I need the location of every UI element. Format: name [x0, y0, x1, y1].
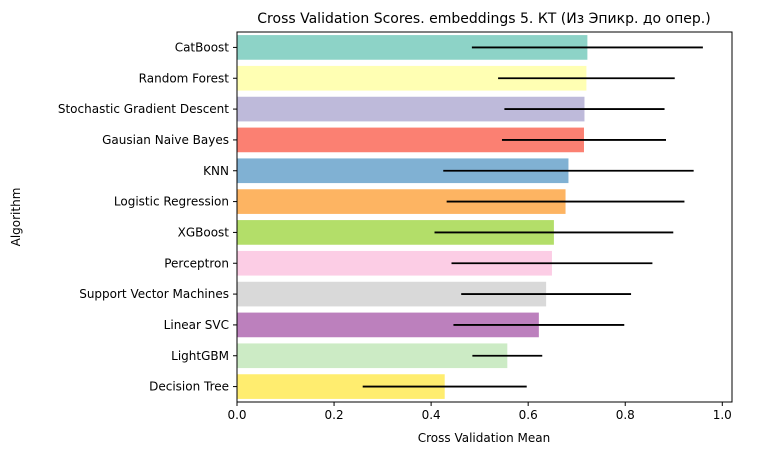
y-axis-label: Algorithm — [9, 188, 23, 247]
x-tick-label-4: 0.8 — [616, 408, 635, 422]
x-axis-ticks: 0.0 0.2 0.4 0.6 0.8 1.0 — [227, 402, 732, 422]
chart-title: Cross Validation Scores. embeddings 5. К… — [257, 11, 710, 27]
y-tick-label-9: Linear SVC — [164, 318, 229, 332]
y-axis-ticks: CatBoost Random Forest Stochastic Gradient… — [58, 40, 237, 394]
error-bars-group — [362, 46, 703, 388]
y-tick-label-10: LightGBM — [171, 349, 229, 363]
x-tick-label-3: 0.6 — [519, 408, 538, 422]
y-tick-label-1: Random Forest — [139, 71, 230, 85]
x-tick-label-0: 0.0 — [227, 408, 246, 422]
x-axis-label: Cross Validation Mean — [418, 431, 550, 445]
plot-frame — [236, 31, 733, 403]
x-tick-label-2: 0.4 — [422, 408, 441, 422]
y-tick-label-8: Support Vector Machines — [79, 287, 229, 301]
y-tick-label-2: Stochastic Gradient Descent — [58, 102, 229, 116]
y-tick-label-7: Perceptron — [164, 256, 229, 270]
bars-group — [237, 35, 588, 399]
y-tick-label-6: XGBoost — [178, 225, 230, 239]
y-tick-label-3: Gausian Naive Bayes — [102, 133, 229, 147]
bar-10 — [237, 343, 508, 369]
y-tick-label-11: Decision Tree — [149, 380, 229, 394]
y-tick-label-0: CatBoost — [175, 40, 230, 54]
y-tick-label-4: KNN — [203, 164, 229, 178]
y-tick-label-5: Logistic Regression — [114, 195, 229, 209]
x-tick-label-1: 0.2 — [325, 408, 344, 422]
x-tick-label-5: 1.0 — [713, 408, 732, 422]
